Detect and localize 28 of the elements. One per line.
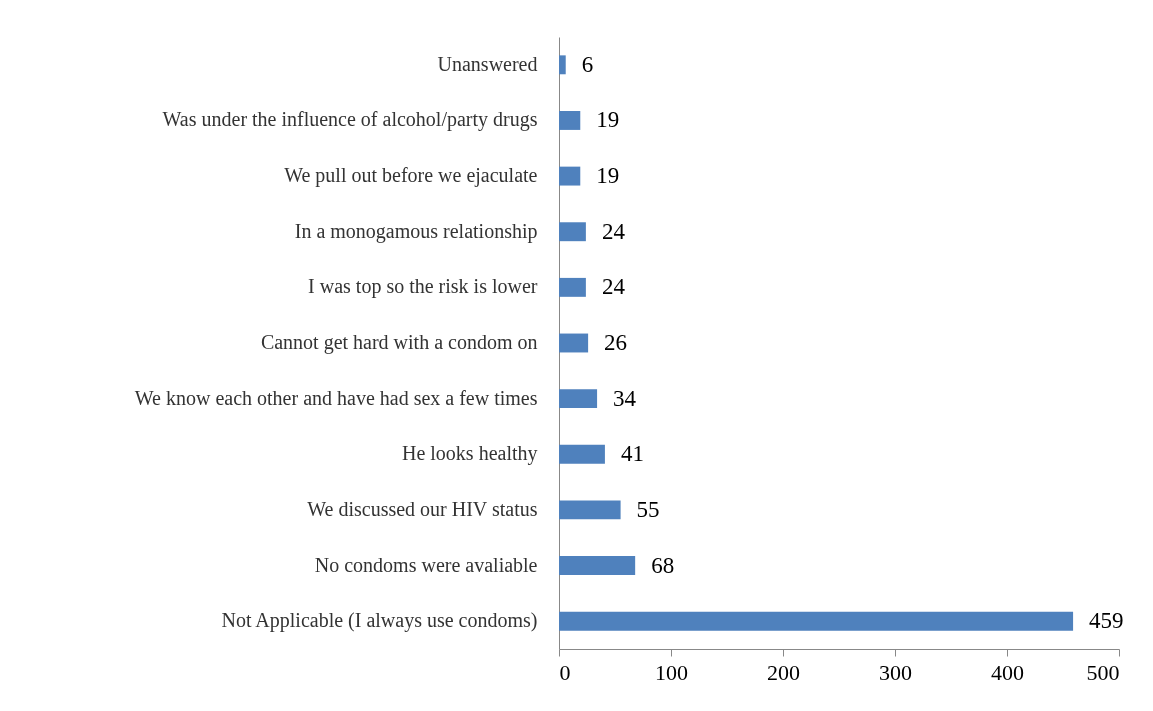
data-label: 41 <box>620 441 644 467</box>
x-tick-label: 0 <box>559 659 571 685</box>
data-label: 459 <box>1089 608 1124 634</box>
x-tick-label: 100 <box>655 659 688 685</box>
data-label: 34 <box>613 385 637 411</box>
y-tick-label: In a monogamous relationship <box>294 219 538 243</box>
data-label: 24 <box>601 274 626 300</box>
y-tick-label: He looks healthy <box>401 442 538 466</box>
x-tick-label: 500 <box>1086 659 1120 685</box>
y-tick-label: We discussed our HIV status <box>307 497 538 520</box>
y-tick-label: No condoms were avaliable <box>314 553 538 576</box>
y-tick-label: Not Applicable (I always use condoms) <box>221 609 538 633</box>
y-tick-label: Was under the influence of alcohol/party drugs <box>162 108 538 132</box>
y-tick-label: Unanswered <box>437 52 538 75</box>
x-tick-label: 400 <box>991 659 1024 685</box>
y-tick-label: I was top so the risk is lower <box>308 275 538 299</box>
x-tick-label: 300 <box>879 659 912 685</box>
data-label: 6 <box>581 51 594 77</box>
data-label: 24 <box>601 218 626 244</box>
y-tick-label: Cannot get hard with a condom on <box>260 331 538 354</box>
data-label: 68 <box>651 552 675 578</box>
data-label: 55 <box>636 496 660 522</box>
data-label: 19 <box>596 163 620 189</box>
data-label: 19 <box>596 107 620 133</box>
data-label: 26 <box>604 330 628 355</box>
y-tick-label: We pull out before we ejaculate <box>284 164 538 188</box>
x-tick-label: 200 <box>767 659 800 685</box>
y-tick-label: We know each other and have had sex a few times <box>134 386 538 409</box>
